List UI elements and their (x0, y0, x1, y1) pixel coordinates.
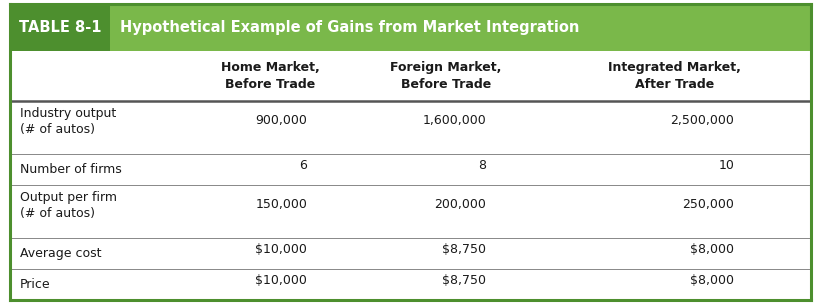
Text: 150,000: 150,000 (255, 199, 307, 212)
Text: 900,000: 900,000 (255, 114, 307, 127)
Text: Average cost: Average cost (20, 247, 101, 260)
Bar (10, 101, 811, 154)
Bar (10, 269, 811, 300)
Bar (10, 4, 811, 51)
Text: $8,000: $8,000 (690, 243, 735, 256)
Text: 8: 8 (478, 159, 486, 172)
Text: Foreign Market,
Before Trade: Foreign Market, Before Trade (390, 61, 502, 91)
Bar (10, 238, 811, 269)
Text: 200,000: 200,000 (434, 199, 486, 212)
Text: 250,000: 250,000 (682, 199, 735, 212)
Text: Hypothetical Example of Gains from Market Integration: Hypothetical Example of Gains from Marke… (120, 20, 580, 35)
Text: Home Market,
Before Trade: Home Market, Before Trade (221, 61, 319, 91)
Text: $10,000: $10,000 (255, 243, 307, 256)
Text: $10,000: $10,000 (255, 275, 307, 287)
Text: Industry output
(# of autos): Industry output (# of autos) (20, 107, 116, 136)
Text: 2,500,000: 2,500,000 (671, 114, 735, 127)
Text: $8,750: $8,750 (442, 275, 486, 287)
Text: TABLE 8-1: TABLE 8-1 (19, 20, 101, 35)
Bar (10, 185, 811, 238)
Bar (10, 4, 110, 51)
Text: Price: Price (20, 278, 50, 291)
Text: 10: 10 (718, 159, 735, 172)
Text: Integrated Market,
After Trade: Integrated Market, After Trade (608, 61, 741, 91)
Bar (10, 51, 811, 101)
Bar (10, 154, 811, 185)
Text: 1,600,000: 1,600,000 (422, 114, 486, 127)
Text: 6: 6 (300, 159, 307, 172)
Text: $8,750: $8,750 (442, 243, 486, 256)
Text: Output per firm
(# of autos): Output per firm (# of autos) (20, 191, 117, 220)
Text: $8,000: $8,000 (690, 275, 735, 287)
Text: Number of firms: Number of firms (20, 163, 122, 176)
